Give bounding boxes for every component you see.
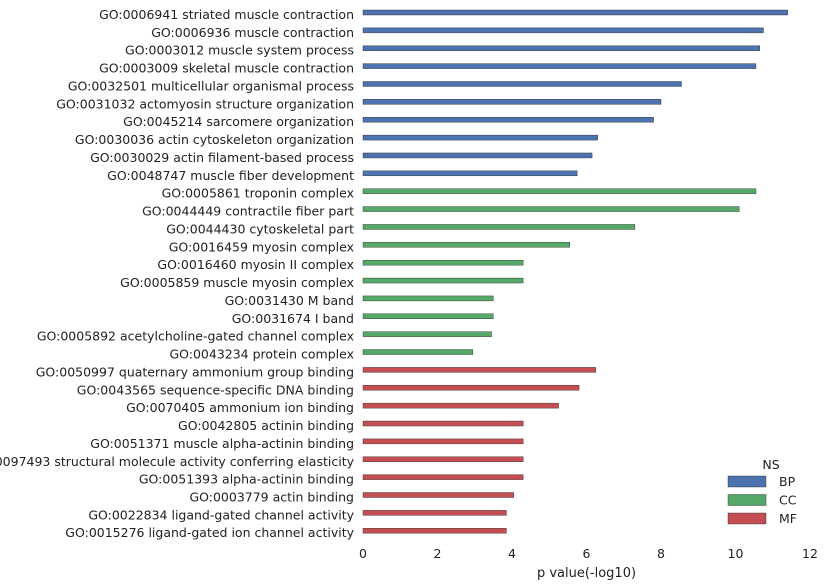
category-label: GO:0032501 multicellular organismal proc…	[68, 78, 354, 93]
category-label: GO:0070405 ammonium ion binding	[126, 400, 354, 415]
bar-mf	[362, 492, 515, 498]
x-axis-title: p value(-log10)	[537, 566, 636, 581]
x-tick-label: 6	[583, 546, 591, 561]
category-label: GO:0031674 I band	[232, 311, 354, 326]
legend-swatch-bp	[727, 475, 767, 488]
bar-cc	[362, 277, 524, 284]
bar-mf	[362, 367, 597, 373]
category-label: GO:0051393 alpha-actinin binding	[139, 472, 354, 487]
bar-cc	[362, 295, 494, 302]
category-label: GO:0006941 striated muscle contraction	[99, 7, 354, 22]
bar-mf	[362, 456, 524, 462]
bar-mf	[362, 438, 524, 445]
bar-bp	[362, 45, 760, 51]
legend: NS BP CC MF	[727, 457, 797, 526]
category-label: GO:0050997 quaternary ammonium group bin…	[36, 364, 354, 379]
bar-cc	[362, 242, 570, 248]
bar-mf	[362, 385, 580, 391]
x-tick-label: 0	[359, 546, 367, 561]
bar-cc	[362, 224, 636, 230]
bar-mf	[362, 420, 524, 427]
category-labels: GO:0006941 striated muscle contraction GO…	[0, 7, 355, 540]
legend-swatch-mf	[727, 512, 767, 525]
bar-cc	[362, 313, 494, 319]
category-label: GO:0030036 actin cytoskeleton organizati…	[75, 132, 354, 147]
bar-bp	[362, 170, 578, 177]
bar-cc	[362, 331, 492, 337]
x-tick-label: 10	[728, 546, 744, 561]
category-label: GO:0003012 muscle system process	[125, 43, 354, 58]
category-label: GO:0016460 myosin II complex	[157, 257, 354, 272]
bar-cc	[362, 188, 757, 194]
bar-bp	[362, 27, 764, 34]
category-label: GO:0015276 ligand-gated ion channel acti…	[65, 525, 354, 540]
x-tick-label: 4	[508, 546, 516, 561]
legend-label-cc: CC	[779, 493, 797, 508]
category-label: GO:0005892 acetylcholine-gated channel c…	[37, 329, 354, 344]
x-axis-ticks: 0 2 4 6 8 10 12	[359, 546, 818, 561]
category-label: GO:0043565 sequence-specific DNA binding	[77, 382, 354, 397]
legend-title: NS	[762, 457, 779, 472]
legend-label-bp: BP	[779, 474, 796, 489]
category-label: GO:0043234 protein complex	[169, 347, 354, 362]
bar-bp	[362, 63, 757, 69]
bar-mf	[362, 402, 559, 409]
category-label: GO:0051371 muscle alpha-actinin binding	[90, 436, 354, 451]
bar-mf	[362, 474, 524, 480]
x-tick-label: 8	[657, 546, 665, 561]
bar-bp	[362, 81, 682, 87]
bar-mf	[362, 510, 507, 516]
bar-bp	[362, 117, 654, 123]
category-label: GO:0005861 troponin complex	[162, 186, 354, 201]
category-label: GO:0005859 muscle myosin complex	[120, 275, 354, 290]
bar-cc	[362, 206, 740, 212]
bar-bp	[362, 152, 593, 159]
bars-group	[362, 9, 788, 534]
x-tick-label: 2	[434, 546, 442, 561]
category-label: GO:0097493 structural molecule activity …	[0, 454, 355, 469]
category-label: GO:0045214 sarcomere organization	[123, 114, 354, 129]
category-label: GO:0006936 muscle contraction	[151, 25, 354, 40]
category-label: GO:0044430 cytoskeletal part	[166, 221, 354, 236]
bar-cc	[362, 259, 524, 266]
bar-bp	[362, 9, 788, 16]
category-label: GO:0042805 actinin binding	[178, 418, 354, 433]
category-label: GO:0048747 muscle fiber development	[107, 168, 354, 183]
category-label: GO:0003779 actin binding	[189, 489, 354, 504]
bar-mf	[362, 528, 507, 534]
bar-cc	[362, 349, 474, 355]
category-label: GO:0031430 M band	[225, 293, 354, 308]
category-label: GO:0003009 skeletal muscle contraction	[99, 61, 354, 76]
bar-bp	[362, 99, 662, 105]
category-label: GO:0030029 actin filament-based process	[90, 150, 354, 165]
bar-bp	[362, 134, 598, 141]
category-label: GO:0022834 ligand-gated channel activity	[88, 507, 354, 522]
category-label: GO:0016459 myosin complex	[169, 239, 354, 254]
category-label: GO:0031032 actomyosin structure organiza…	[56, 96, 354, 111]
legend-label-mf: MF	[779, 511, 797, 526]
category-label: GO:0044449 contractile fiber part	[142, 204, 354, 219]
legend-swatch-cc	[727, 494, 767, 506]
x-tick-label: 12	[802, 546, 818, 561]
